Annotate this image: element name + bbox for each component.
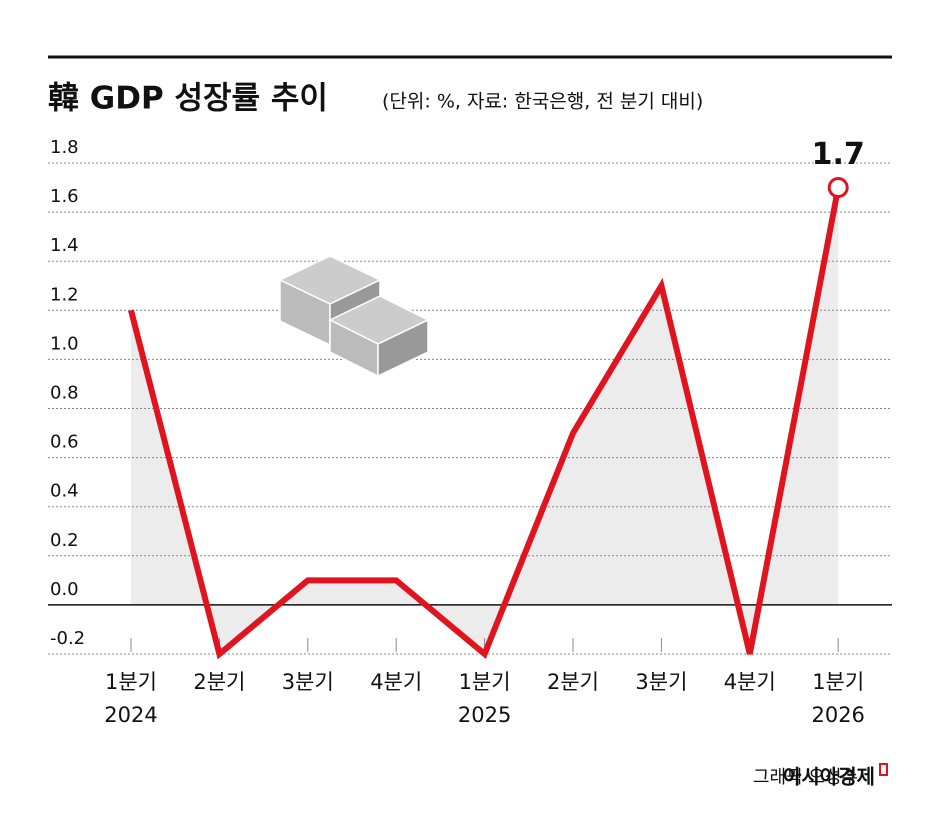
y-tick-label: 0.6 xyxy=(50,432,79,453)
data-label: 1.7 xyxy=(812,137,865,172)
brand-mark xyxy=(879,763,888,776)
x-tick-label: 3분기 xyxy=(282,670,334,694)
y-tick-label: 0.8 xyxy=(50,383,79,404)
x-tick-label: 1분기 xyxy=(105,670,157,694)
x-tick-label: 1분기 xyxy=(812,670,864,694)
point xyxy=(827,177,849,199)
x-tick-label: 1분기 xyxy=(459,670,511,694)
y-tick-label: 1.0 xyxy=(50,333,79,354)
x-tick-label: 4분기 xyxy=(370,670,422,694)
line xyxy=(128,186,842,660)
x-year-label: 2024 xyxy=(104,703,157,727)
x-tick-label: 3분기 xyxy=(635,670,687,694)
money-icon xyxy=(278,255,430,378)
y-tick-label: 1.2 xyxy=(50,284,79,305)
area xyxy=(131,187,839,655)
y-tick-label: 0.0 xyxy=(50,579,79,600)
y-tick-label: 0.2 xyxy=(50,530,79,551)
x-tick-label: 2분기 xyxy=(547,670,599,694)
y-tick-label: 1.4 xyxy=(50,235,79,256)
y-tick-label: 1.8 xyxy=(50,137,79,158)
credit: 그래픽 오성수 xyxy=(753,767,858,788)
x-tick-label: 2분기 xyxy=(193,670,245,694)
y-tick-label: 0.4 xyxy=(50,481,79,502)
x-year-label: 2026 xyxy=(811,703,864,727)
chart-title: 韓 GDP 성장률 추이 xyxy=(48,81,328,117)
chart-subtitle: (단위: %, 자료: 한국은행, 전 분기 대비) xyxy=(382,91,703,113)
y-tick-label: -0.2 xyxy=(50,628,85,649)
x-year-label: 2025 xyxy=(458,703,511,727)
brand: 아시아경제 xyxy=(783,765,875,789)
x-tick-label: 4분기 xyxy=(724,670,776,694)
y-tick-label: 1.6 xyxy=(50,186,79,207)
